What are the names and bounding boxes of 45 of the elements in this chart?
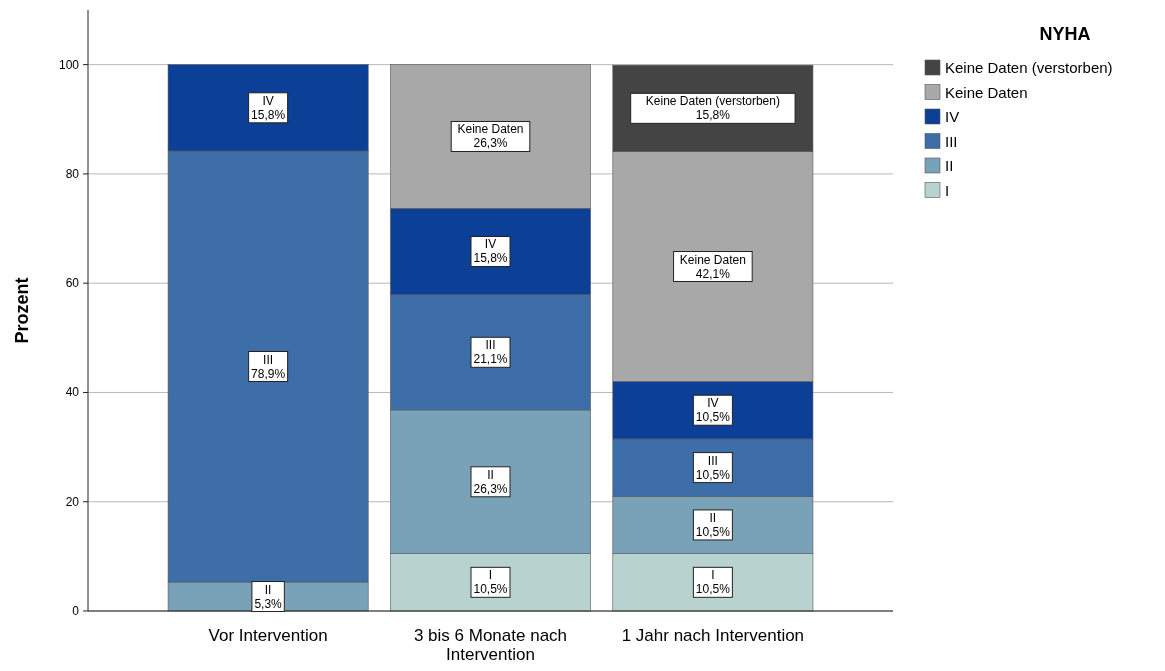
legend-label: I — [945, 181, 950, 199]
text: III — [485, 338, 496, 353]
legend-title: NYHA — [1039, 24, 1091, 44]
text: Keine Daten — [679, 252, 746, 267]
y-tick-label: 60 — [65, 276, 80, 291]
data-label: 42,1% — [695, 266, 731, 281]
data-label: 15,8% — [473, 251, 508, 266]
text: IV — [262, 93, 274, 108]
y-tick-label: 20 — [65, 494, 80, 509]
text: IV — [484, 237, 497, 252]
data-label: 15,8% — [251, 107, 286, 122]
text: Keine Daten (verstorben) — [645, 94, 780, 109]
y-axis-title: Prozent — [12, 277, 32, 344]
legend-label: Keine Daten (verstorben) — [945, 59, 1113, 76]
y-tick-label: 0 — [72, 604, 80, 618]
data-label: 26,3% — [473, 136, 508, 151]
legend-label: II — [945, 157, 954, 174]
data-label: 5,3% — [254, 596, 283, 611]
data-label: 10,5% — [695, 467, 731, 482]
y-tick-label: 100 — [58, 57, 80, 72]
text: II — [709, 510, 717, 525]
legend-label: Keine Daten — [945, 83, 1028, 101]
text: IV — [707, 396, 719, 411]
data-label: 10,5% — [695, 582, 731, 597]
data-label: 78,9% — [251, 366, 286, 381]
data-label: 10,5% — [695, 410, 731, 425]
y-tick-label: 80 — [65, 166, 80, 181]
data-label: 10,5% — [473, 582, 508, 597]
legend-label: IV — [945, 108, 960, 125]
text: II — [487, 467, 494, 482]
x-tick-label: 1 Jahr nach Intervention — [621, 626, 805, 645]
data-label: 21,1% — [473, 352, 508, 367]
x-tick-label: 3 bis 6 Monate nach Intervention — [413, 626, 568, 664]
text: III — [707, 453, 718, 468]
text: III — [263, 352, 274, 367]
text: II — [264, 582, 272, 597]
x-tick-label: Vor Intervention — [208, 626, 328, 645]
text: I — [488, 568, 493, 583]
text: Keine Daten — [457, 122, 524, 137]
data-label: 15,8% — [695, 108, 731, 123]
y-tick-label: 40 — [65, 385, 80, 400]
text: I — [711, 568, 715, 583]
data-label: 26,3% — [473, 481, 508, 496]
legend-label: III — [945, 132, 958, 150]
data-label: 10,5% — [695, 524, 731, 539]
